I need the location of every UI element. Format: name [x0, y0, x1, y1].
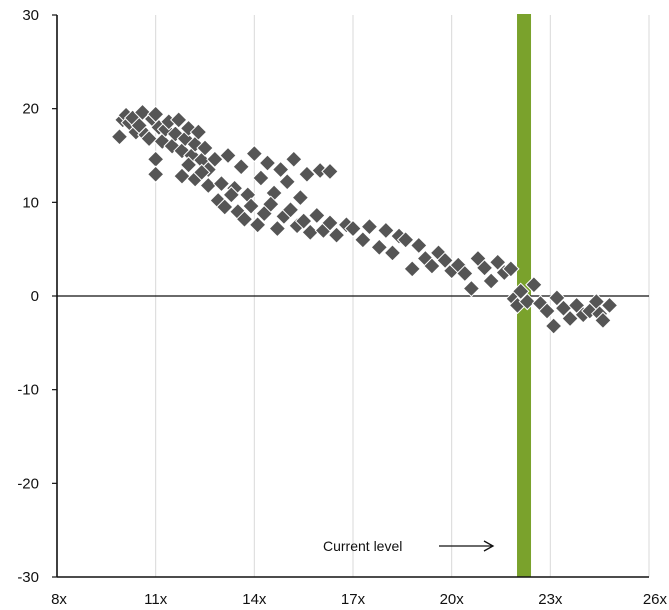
- data-point: [173, 167, 191, 185]
- data-point: [298, 165, 316, 183]
- data-point: [285, 150, 303, 168]
- data-point: [235, 210, 254, 228]
- data-point: [594, 311, 612, 330]
- data-point: [196, 139, 214, 157]
- data-point: [262, 195, 280, 213]
- data-point: [525, 276, 543, 294]
- data-point: [291, 188, 310, 207]
- x-tick-label: 11x: [144, 591, 168, 608]
- y-tick-label: -10: [17, 382, 39, 399]
- data-point: [489, 253, 507, 271]
- data-point: [271, 160, 290, 179]
- data-point: [176, 129, 194, 148]
- data-point: [327, 226, 346, 244]
- annotation: Current level: [323, 538, 495, 554]
- data-point: [383, 244, 402, 262]
- data-point: [146, 150, 165, 168]
- data-point: [512, 282, 530, 301]
- data-point: [538, 302, 556, 320]
- data-point: [456, 264, 474, 283]
- y-tick-label: 30: [22, 7, 39, 24]
- data-point: [377, 221, 395, 240]
- data-point: [294, 212, 313, 230]
- data-point: [396, 231, 415, 249]
- data-point: [410, 236, 428, 255]
- data-point: [502, 260, 520, 278]
- data-point: [169, 111, 188, 129]
- data-point: [281, 201, 300, 219]
- data-point: [278, 173, 296, 191]
- data-point: [258, 154, 277, 172]
- current-level-label: Current level: [323, 538, 402, 554]
- data-points: [110, 103, 619, 335]
- data-point: [360, 217, 379, 236]
- data-point: [193, 163, 211, 182]
- data-point: [248, 216, 267, 234]
- x-tick-label: 23x: [538, 591, 563, 608]
- data-point: [548, 289, 566, 307]
- data-point: [544, 317, 563, 335]
- data-point: [321, 214, 339, 232]
- x-tick-label: 8x: [51, 591, 67, 608]
- tick-labels: 30 20 10 0 -10 -20 -30 8x 11x 14x 17x 20x 23x 26x: [17, 7, 667, 608]
- current-level-arrow: [439, 540, 495, 552]
- data-point: [482, 272, 500, 290]
- data-point: [403, 260, 421, 278]
- data-point: [252, 169, 270, 187]
- data-point: [206, 150, 224, 168]
- data-point: [179, 119, 198, 138]
- data-point: [354, 231, 372, 249]
- data-point: [245, 144, 264, 163]
- data-point: [110, 128, 129, 146]
- data-point: [212, 174, 231, 193]
- data-point: [436, 251, 454, 270]
- data-point: [268, 219, 287, 238]
- data-point: [462, 279, 481, 298]
- data-point: [146, 165, 165, 183]
- data-point: [242, 197, 260, 215]
- x-tick-label: 14x: [242, 591, 267, 608]
- data-point: [173, 142, 191, 160]
- data-point: [600, 296, 619, 315]
- data-point: [321, 162, 339, 181]
- x-tick-label: 20x: [440, 591, 465, 608]
- y-tick-label: -20: [17, 475, 39, 492]
- data-point: [370, 238, 389, 257]
- data-point: [179, 156, 198, 174]
- data-point: [189, 123, 208, 141]
- data-point: [561, 309, 579, 328]
- axes: [52, 14, 649, 578]
- y-tick-label: -30: [17, 569, 39, 586]
- y-tick-label: 0: [31, 288, 39, 305]
- data-point: [166, 125, 185, 143]
- data-point: [216, 198, 234, 216]
- data-point: [344, 219, 362, 238]
- data-point: [475, 259, 494, 277]
- y-tick-label: 20: [22, 101, 39, 118]
- data-point: [222, 186, 241, 204]
- data-point: [232, 158, 250, 176]
- data-point: [423, 257, 441, 275]
- x-tick-label: 26x: [643, 591, 668, 608]
- x-tick-label: 17x: [341, 591, 366, 608]
- data-point: [308, 206, 326, 225]
- data-point: [140, 129, 158, 148]
- data-point: [518, 292, 537, 311]
- data-point: [219, 146, 237, 165]
- y-tick-label: 10: [22, 194, 39, 211]
